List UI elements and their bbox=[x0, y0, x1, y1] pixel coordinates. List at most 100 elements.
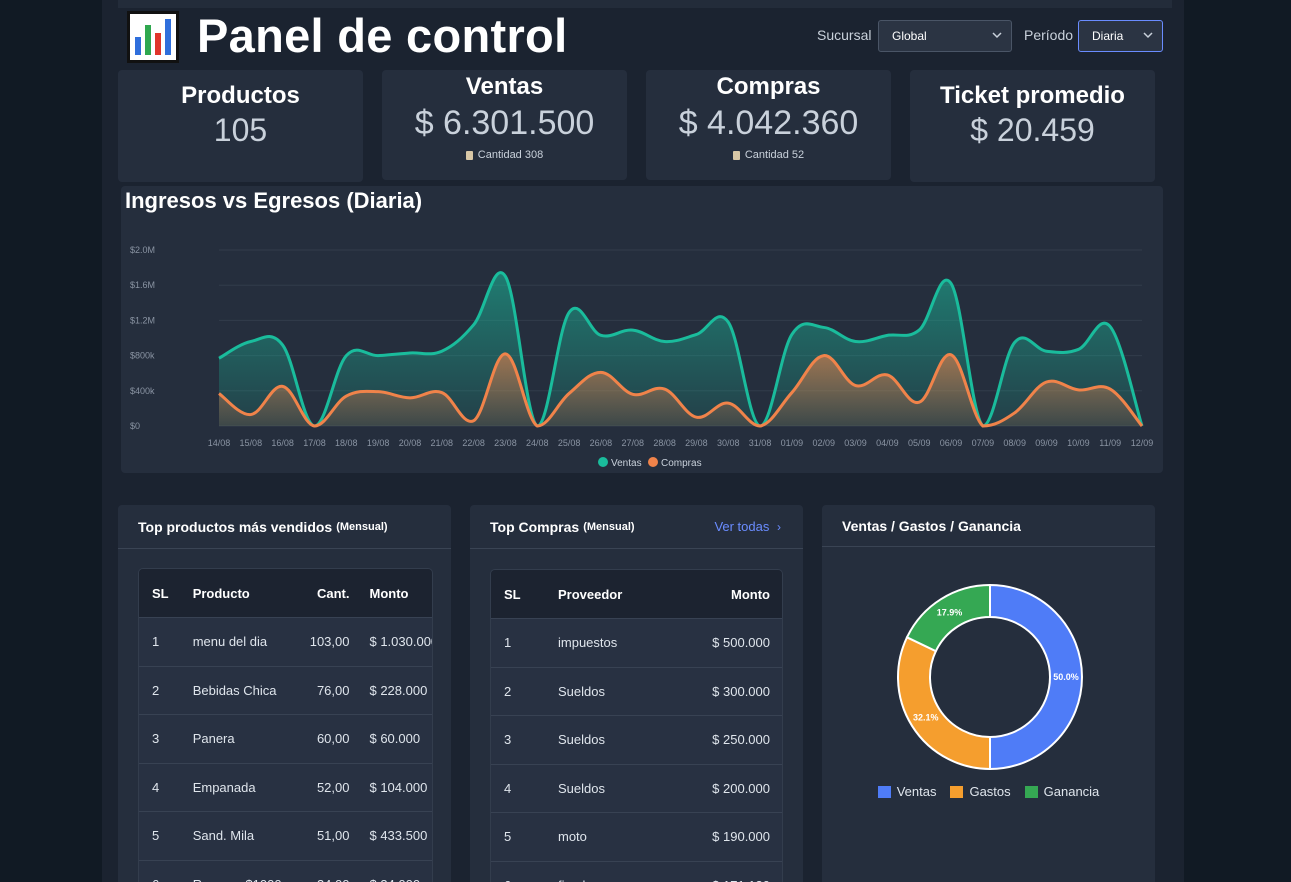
table-cell: 2 bbox=[504, 683, 512, 699]
column-header: Producto bbox=[192, 585, 250, 601]
table-cell: $ 60.000 bbox=[369, 731, 421, 747]
legend-swatch bbox=[877, 785, 891, 798]
table-cell: 51,00 bbox=[316, 828, 350, 844]
view-all-link[interactable]: Ver todas › bbox=[714, 519, 781, 534]
legend-item[interactable]: Gastos bbox=[950, 784, 1011, 799]
table-cell: Bebidas Chica bbox=[192, 682, 277, 698]
column-header: SL bbox=[152, 585, 169, 601]
table-cell: 6 bbox=[491, 878, 558, 882]
x-tick-label: 26/08 bbox=[590, 438, 613, 448]
table-row[interactable]: 6fiambre$ 171.130 bbox=[491, 860, 782, 882]
x-tick-label: 24/08 bbox=[526, 438, 549, 448]
table-row[interactable]: 1 impuestos $ 500.000 bbox=[491, 618, 782, 667]
legend-label: Ganancia bbox=[1043, 784, 1100, 799]
x-tick-label: 03/09 bbox=[844, 438, 867, 448]
stat-value: $ 20.459 bbox=[970, 112, 1095, 148]
column-header: Cant. bbox=[316, 585, 350, 601]
table-cell: 3 bbox=[152, 731, 160, 747]
donut-chart-svg: 50.0% 32.1% 17.9% bbox=[897, 583, 1083, 771]
table-row[interactable]: 3 Panera 60,00 $ 60.000 bbox=[139, 714, 432, 763]
table-row[interactable]: 4 Sueldos $ 200.000 bbox=[491, 763, 782, 813]
stat-sub: Cantidad 52 bbox=[646, 149, 891, 161]
x-tick-label: 31/08 bbox=[749, 438, 772, 448]
table-cell: $ 1.030.000 bbox=[369, 634, 432, 650]
series-area-ventas bbox=[219, 272, 1142, 426]
series-area-compras bbox=[219, 353, 1142, 426]
table-cell: $ 104.000 bbox=[369, 779, 428, 795]
branch-select[interactable]: Global bbox=[878, 20, 1012, 52]
donut-slice-ganancia[interactable] bbox=[905, 583, 991, 653]
stat-value: 105 bbox=[213, 112, 268, 148]
legend-swatch bbox=[950, 785, 964, 798]
stat-card-purchases: Compras $ 4.042.360 Cantidad 52 bbox=[646, 70, 891, 180]
panel-period: (Mensual) bbox=[336, 520, 388, 533]
x-tick-label: 19/08 bbox=[367, 438, 390, 448]
stat-value: $ 6.301.500 bbox=[414, 104, 595, 142]
y-tick-label: $1.2M bbox=[130, 315, 155, 325]
table-cell: $ 228.000 bbox=[369, 682, 428, 698]
x-tick-label: 11/09 bbox=[1099, 438, 1121, 448]
table-cell: fiambre bbox=[558, 878, 678, 882]
x-tick-label: 10/09 bbox=[1067, 438, 1090, 448]
table-row[interactable]: 3 Sueldos $ 250.000 bbox=[491, 715, 782, 764]
donut-slice-gastos[interactable] bbox=[897, 635, 991, 771]
table-cell: $ 190.000 bbox=[712, 829, 770, 845]
x-tick-label: 28/08 bbox=[653, 438, 676, 448]
table-row[interactable]: 2 Bebidas Chica 76,00 $ 228.000 bbox=[139, 665, 432, 715]
stat-title: Compras bbox=[716, 73, 821, 100]
slice-label: 50.0% bbox=[1053, 672, 1079, 682]
table-cell: 2 bbox=[152, 682, 160, 698]
table-row[interactable]: 5 moto $ 190.000 bbox=[491, 812, 782, 861]
table-cell: 4 bbox=[152, 779, 160, 795]
table-row[interactable]: 6Recargo $100034,00$ 34.000 bbox=[139, 859, 432, 882]
legend-swatch bbox=[598, 457, 608, 467]
stat-title: Ventas bbox=[465, 73, 544, 100]
table-cell: menu del dia bbox=[192, 634, 268, 650]
table-cell: $ 34.000 bbox=[349, 877, 432, 882]
y-tick-label: $800k bbox=[130, 351, 155, 361]
bar-chart-icon bbox=[127, 11, 179, 63]
table-cell: 76,00 bbox=[316, 682, 350, 698]
table-cell: 103,00 bbox=[309, 634, 350, 650]
chevron-down-icon bbox=[1143, 32, 1153, 39]
table-row[interactable]: 2 Sueldos $ 300.000 bbox=[491, 666, 782, 716]
column-header: Proveedor bbox=[558, 586, 623, 602]
table-cell: Empanada bbox=[192, 779, 256, 795]
table-row[interactable]: 5 Sand. Mila 51,00 $ 433.500 bbox=[139, 811, 432, 860]
panel-title: Top productos más vendidos bbox=[138, 518, 333, 535]
legend-swatch bbox=[1024, 785, 1038, 798]
stat-value: $ 4.042.360 bbox=[678, 104, 859, 142]
period-select[interactable]: Diaria bbox=[1078, 20, 1163, 52]
x-tick-label: 06/09 bbox=[940, 438, 963, 448]
x-tick-label: 18/08 bbox=[335, 438, 358, 448]
slice-label: 17.9% bbox=[937, 608, 963, 618]
branch-select-value: Global bbox=[892, 29, 927, 43]
x-tick-label: 02/09 bbox=[812, 438, 835, 448]
table-cell: $ 500.000 bbox=[712, 635, 770, 651]
legend-item[interactable]: Ganancia bbox=[1024, 784, 1100, 799]
panel-period: (Mensual) bbox=[583, 520, 635, 533]
column-header: Monto bbox=[369, 585, 409, 601]
branch-label: Sucursal bbox=[817, 27, 872, 43]
table-cell: 3 bbox=[504, 732, 512, 748]
x-tick-label: 17/08 bbox=[303, 438, 326, 448]
period-select-value: Diaria bbox=[1092, 29, 1124, 43]
table-row[interactable]: 1 menu del dia 103,00 $ 1.030.000 bbox=[139, 617, 432, 666]
series-line-compras bbox=[218, 352, 1144, 428]
legend-item[interactable]: Ventas bbox=[877, 784, 936, 799]
x-tick-label: 04/09 bbox=[876, 438, 899, 448]
table-cell: $ 200.000 bbox=[712, 780, 770, 796]
table-row[interactable]: 4 Empanada 52,00 $ 104.000 bbox=[139, 762, 432, 812]
table-cell: Sueldos bbox=[558, 780, 605, 796]
panel-title: Top Compras bbox=[490, 518, 580, 535]
x-tick-label: 20/08 bbox=[399, 438, 422, 448]
table-cell: $ 250.000 bbox=[712, 732, 770, 748]
table-cell: $ 433.500 bbox=[369, 828, 428, 844]
table-cell: Recargo $1000 bbox=[193, 877, 300, 882]
x-tick-label: 27/08 bbox=[621, 438, 644, 448]
table-cell: 6 bbox=[139, 877, 193, 882]
x-tick-label: 29/08 bbox=[685, 438, 708, 448]
top-products-table: SL Producto Cant. Monto 1 menu del dia 103,00 $… bbox=[138, 568, 433, 882]
donut-slice-ventas[interactable] bbox=[989, 583, 1083, 771]
table-cell: $ 171.130 bbox=[678, 878, 770, 882]
